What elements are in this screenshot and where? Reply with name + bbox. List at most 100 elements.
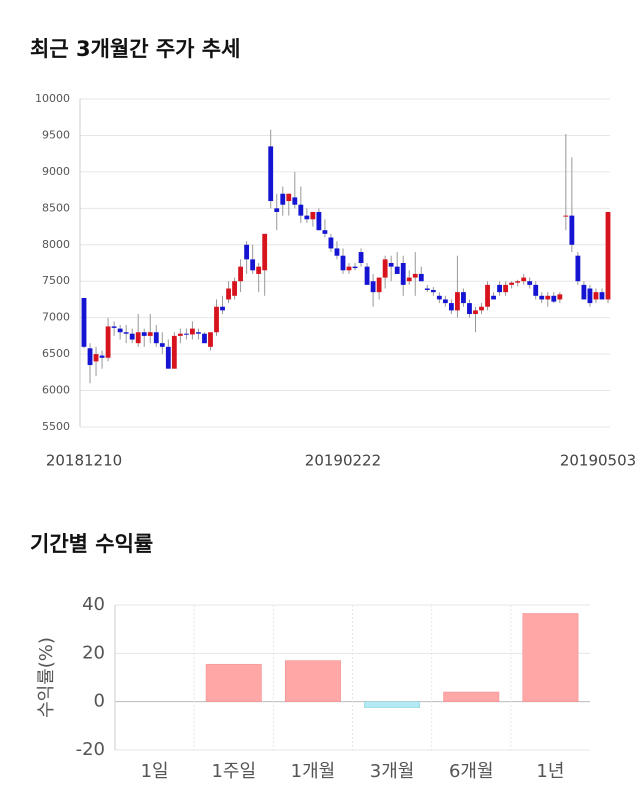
candle-body (503, 284, 509, 293)
candle-body (171, 335, 177, 369)
candle-body (87, 348, 93, 366)
candle-body (346, 266, 352, 271)
candle-body (93, 354, 99, 362)
candle-body (587, 288, 593, 304)
candle-body (141, 332, 147, 336)
candle-body (461, 292, 466, 304)
candle-body (183, 333, 189, 335)
y-tick-label: 6500 (42, 347, 70, 360)
y-tick-label: 6000 (42, 384, 70, 397)
bar (522, 613, 579, 702)
x-tick-label: 1일 (141, 761, 169, 782)
candle-body (455, 292, 460, 311)
candle-body (147, 332, 153, 336)
candle-body (316, 211, 322, 231)
candle-body (256, 266, 262, 274)
candle-body (473, 310, 478, 315)
bar (443, 691, 500, 702)
candle-body (232, 281, 237, 296)
y-tick-label: 5500 (42, 420, 70, 433)
candle-body (165, 346, 171, 369)
candle-body (448, 303, 454, 311)
candle-body (322, 230, 328, 234)
candle-body (418, 273, 424, 282)
candle-body (286, 193, 292, 202)
y-tick-label: 10000 (35, 92, 70, 105)
candle-body (605, 211, 611, 300)
candle-body (442, 299, 448, 304)
candle-body (220, 306, 225, 311)
candle-body (196, 332, 201, 334)
chart-title: 기간별 수익률 (30, 532, 153, 556)
bar (205, 663, 262, 702)
candle-body (262, 233, 268, 271)
candle-body (292, 197, 298, 205)
candle-body (509, 282, 515, 285)
x-tick-label: 1년 (536, 761, 564, 782)
y-tick-label: -20 (76, 739, 105, 760)
candle-body (545, 295, 551, 300)
x-tick-label: 1주일 (211, 761, 256, 782)
candle-body (491, 295, 496, 300)
candle-body (190, 328, 195, 335)
candle-body (117, 328, 123, 333)
candle-body (569, 215, 575, 245)
candle-body (99, 355, 105, 358)
candle-body (563, 215, 569, 217)
candle-body (388, 263, 394, 267)
candle-body (424, 288, 430, 290)
candle-body (593, 292, 599, 300)
y-tick-label: 7500 (42, 274, 70, 287)
bar (364, 701, 421, 708)
candle-body (226, 288, 231, 300)
candle-body (370, 281, 376, 293)
candle-body (135, 332, 141, 344)
candle-body (575, 255, 581, 282)
candle-body (358, 252, 364, 263)
x-tick-label: 1개월 (291, 761, 336, 782)
x-tick-label: 20190503 (560, 452, 636, 470)
candle-body (581, 284, 587, 300)
y-tick-label: 20 (82, 642, 105, 663)
y-tick-label: 9000 (42, 165, 70, 178)
candle-body (202, 333, 207, 344)
y-tick-label: 7000 (42, 311, 70, 324)
y-tick-label: 8500 (42, 201, 70, 214)
candle-body (177, 333, 183, 336)
y-tick-label: 0 (94, 691, 105, 712)
y-axis-label: 수익률(%) (36, 637, 57, 718)
candle-body (533, 284, 539, 296)
candle-body (208, 332, 213, 347)
bar (284, 660, 341, 702)
candle-body (328, 237, 334, 249)
x-tick-label: 6개월 (449, 761, 494, 782)
x-tick-label: 20190222 (305, 452, 381, 470)
candle-body (557, 294, 563, 300)
candle-body (159, 343, 165, 347)
x-tick-label: 3개월 (370, 761, 415, 782)
candle-body (81, 297, 87, 347)
x-tick-label: 20181210 (46, 452, 122, 470)
candle-body (376, 277, 382, 293)
candle-body (430, 289, 436, 293)
candle-body (436, 295, 442, 300)
candle-body (497, 284, 502, 293)
candle-body (123, 332, 129, 334)
candle-body (298, 204, 304, 216)
candle-body (340, 255, 346, 271)
candle-body (599, 292, 605, 300)
candle-body (238, 266, 244, 282)
candle-body (129, 333, 135, 340)
candle-body (539, 295, 545, 300)
candle-body (485, 284, 490, 307)
candle-body (412, 273, 418, 278)
candle-body (521, 277, 527, 282)
candle-body (400, 263, 406, 285)
candle-body (467, 303, 472, 315)
y-tick-label: 9500 (42, 128, 70, 141)
y-tick-label: 40 (82, 594, 105, 615)
candle-body (352, 266, 358, 269)
candle-body (515, 281, 521, 283)
candle-body (334, 248, 340, 256)
